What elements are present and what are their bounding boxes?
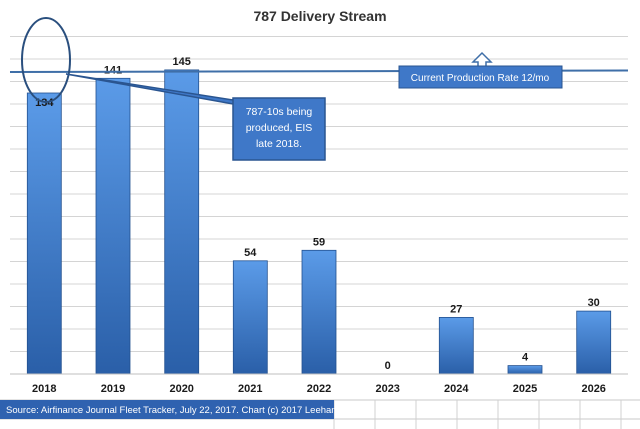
annotation-line-3: late 2018. (256, 138, 302, 150)
bar-2022 (301, 249, 337, 375)
annotation-line-2: produced, EIS (246, 122, 313, 134)
bar-2025 (507, 365, 543, 375)
bar-2020 (164, 69, 200, 375)
tick-label-2018: 2018 (32, 383, 56, 395)
source-text: Source: Airfinance Journal Fleet Tracker… (6, 405, 357, 416)
tick-label-2025: 2025 (513, 383, 537, 395)
tick-label-2020: 2020 (169, 383, 193, 395)
tick-label-2021: 2021 (238, 383, 262, 395)
value-label-2019: 141 (104, 64, 122, 76)
production-rate-arrow (471, 51, 493, 68)
bar-2019 (95, 77, 131, 375)
value-label-2024: 27 (450, 303, 462, 315)
value-label-2026: 30 (588, 297, 600, 309)
chart-title: 787 Delivery Stream (253, 8, 386, 24)
value-label-2021: 54 (244, 247, 257, 259)
highlight-ellipse (21, 17, 71, 103)
value-label-2025: 4 (522, 352, 529, 364)
x-tick-labels: 2018 2019 2020 2021 2022 2023 2024 2025 2026 (32, 383, 606, 395)
annotation-line-1: 787-10s being (246, 106, 313, 118)
value-label-2022: 59 (313, 236, 325, 248)
bar-2026 (576, 310, 612, 375)
tick-label-2023: 2023 (375, 383, 399, 395)
bars (26, 69, 612, 375)
production-rate-label-box (398, 65, 563, 89)
bar-2024 (438, 316, 474, 375)
value-label-2023: 0 (385, 360, 391, 372)
annotation-callout (65, 73, 326, 161)
production-rate-label: Current Production Rate 12/mo (411, 73, 550, 84)
tick-label-2022: 2022 (307, 383, 331, 395)
source-footer-bar (0, 400, 334, 419)
tick-label-2024: 2024 (444, 383, 469, 395)
tick-label-2019: 2019 (101, 383, 125, 395)
tick-label-2026: 2026 (581, 383, 605, 395)
value-label-2020: 145 (173, 56, 191, 68)
bar-2021 (232, 260, 268, 375)
bar-2018 (26, 92, 62, 375)
